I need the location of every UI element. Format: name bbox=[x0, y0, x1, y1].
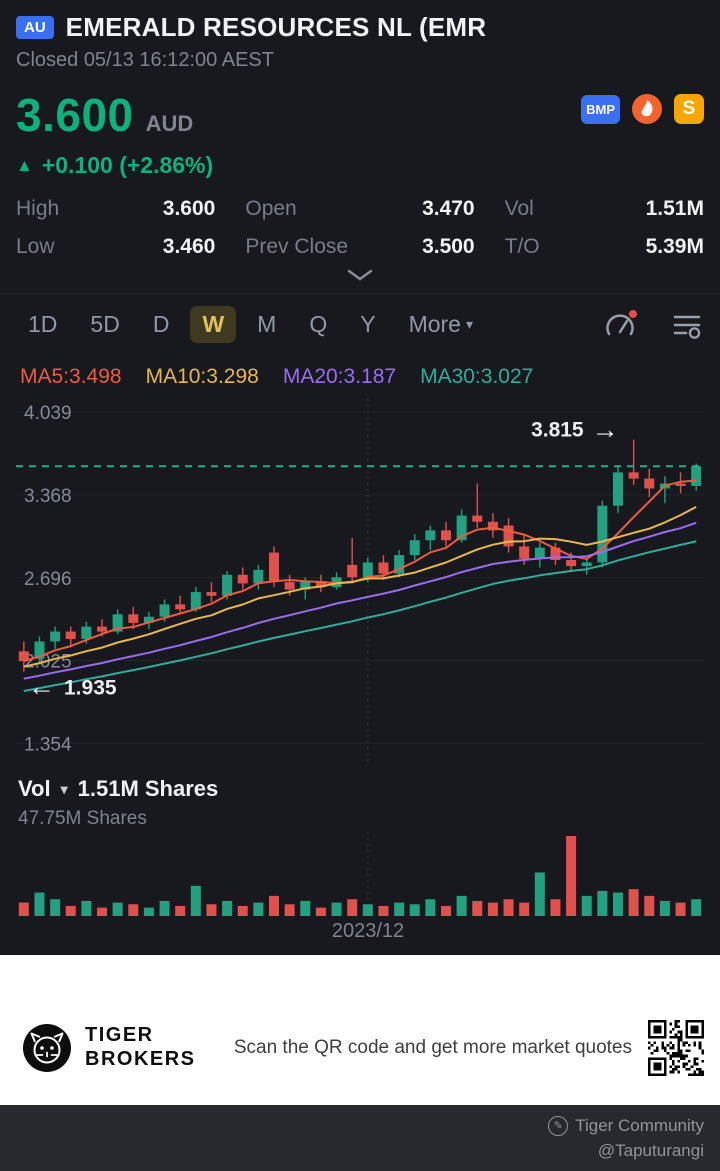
stock-title: EMERALD RESOURCES NL (EMR bbox=[65, 12, 487, 42]
tiger-logo-icon bbox=[23, 1024, 71, 1072]
watermark: ✎ Tiger Community @Taputurangi bbox=[0, 1105, 720, 1171]
svg-text:1.935: 1.935 bbox=[64, 677, 117, 700]
indicator-settings-icon[interactable] bbox=[670, 310, 704, 340]
market-badge: AU bbox=[16, 16, 54, 39]
scan-text: Scan the QR code and get more market quo… bbox=[233, 1037, 632, 1058]
stat-label: Prev Close bbox=[245, 235, 349, 258]
current-price: 3.600 bbox=[16, 89, 134, 141]
ma20-label: MA20:3.187 bbox=[282, 365, 397, 388]
svg-text:3.815: 3.815 bbox=[531, 419, 584, 442]
brand-name: TIGER BROKERS bbox=[85, 1024, 196, 1071]
svg-text:2.696: 2.696 bbox=[24, 569, 72, 590]
volume-title: Vol bbox=[18, 776, 51, 801]
qr-code bbox=[648, 1020, 704, 1076]
tab-q[interactable]: Q bbox=[309, 311, 328, 337]
shortable-badge[interactable]: S bbox=[674, 94, 704, 124]
watermark-row: ✎ Tiger Community bbox=[548, 1115, 704, 1136]
stat-value: 3.470 bbox=[422, 197, 475, 220]
bmp-badge[interactable]: BMP bbox=[581, 94, 620, 124]
header: AU EMERALD RESOURCES NL (EMR Closed 05/1… bbox=[0, 0, 720, 72]
tiger-brokers-brand: TIGER BROKERS bbox=[22, 1023, 196, 1073]
tab-icons bbox=[602, 309, 704, 341]
hot-icon[interactable] bbox=[632, 94, 662, 124]
svg-text:2.025: 2.025 bbox=[24, 652, 72, 673]
stat-low: Low 3.460 bbox=[16, 235, 215, 259]
x-axis-label: 2023/12 bbox=[331, 920, 405, 942]
stat-value: 1.51M bbox=[645, 197, 704, 220]
tab-d[interactable]: D bbox=[152, 311, 170, 337]
more-label: More bbox=[408, 311, 461, 337]
price-change-text: +0.100 (+2.86%) bbox=[41, 152, 214, 178]
svg-text:4.039: 4.039 bbox=[24, 403, 72, 424]
stat-value: 3.600 bbox=[162, 197, 216, 220]
svg-text:1.354: 1.354 bbox=[24, 734, 72, 755]
volume-value: 1.51M Shares bbox=[77, 776, 219, 801]
notification-dot bbox=[629, 309, 637, 318]
price-chart[interactable]: 4.039 3.368 2.696 2.025 1.354 3.815 → ← 1.935 bbox=[0, 393, 720, 768]
stat-label: T/O bbox=[504, 235, 540, 258]
gauge-icon[interactable] bbox=[602, 309, 638, 341]
stat-vol: Vol 1.51M bbox=[505, 197, 704, 221]
price-row: 3.600 AUD bbox=[16, 88, 704, 142]
tab-more[interactable]: More ▾ bbox=[397, 306, 485, 343]
volume-chart[interactable]: 2023/12 bbox=[0, 832, 720, 946]
volume-header[interactable]: Vol ▾ 1.51M Shares bbox=[0, 768, 720, 802]
stat-label: Low bbox=[16, 235, 55, 258]
stat-label: Open bbox=[245, 197, 297, 220]
tab-y[interactable]: Y bbox=[360, 311, 376, 337]
x-axis: 2023/12 bbox=[0, 916, 720, 946]
stat-value: 3.460 bbox=[162, 235, 216, 258]
ma30-label: MA30:3.027 bbox=[420, 365, 534, 388]
price-currency: AUD bbox=[145, 111, 194, 136]
tab-w[interactable]: W bbox=[190, 306, 237, 343]
stat-prev-close: Prev Close 3.500 bbox=[245, 235, 474, 259]
volume-max-label: 47.75M Shares bbox=[18, 808, 147, 829]
ma10-label: MA10:3.298 bbox=[145, 365, 259, 388]
quote-section: BMP S 3.600 AUD ▲ +0.100 (+2.86%) High 3.… bbox=[0, 72, 720, 285]
stat-turnover: T/O 5.39M bbox=[505, 235, 704, 259]
tab-5d[interactable]: 5D bbox=[90, 311, 120, 337]
quote-badges: BMP S bbox=[581, 94, 704, 124]
stat-label: High bbox=[16, 197, 60, 220]
quote-stats: High 3.600 Open 3.470 Vol 1.51M Low 3.460 Pr… bbox=[16, 197, 704, 259]
stat-label: Vol bbox=[504, 197, 534, 220]
price-change: ▲ +0.100 (+2.86%) bbox=[16, 152, 704, 179]
svg-text:→: → bbox=[592, 415, 619, 445]
stat-open: Open 3.470 bbox=[245, 197, 474, 221]
market-status: Closed 05/13 16:12:00 AEST bbox=[16, 49, 274, 71]
pen-icon: ✎ bbox=[548, 1115, 569, 1136]
footer-banner: TIGER BROKERS Scan the QR code and get m… bbox=[0, 955, 720, 1105]
ma-legend: MA5:3.498 MA10:3.298 MA20:3.187 MA30:3.0… bbox=[0, 353, 720, 393]
chevron-down-icon: ▾ bbox=[465, 316, 473, 332]
chevron-down-icon bbox=[347, 269, 373, 281]
chevron-down-icon: ▾ bbox=[60, 780, 68, 797]
stat-high: High 3.600 bbox=[16, 197, 215, 221]
timeframe-tabs: 1D 5D D W M Q Y More ▾ bbox=[0, 293, 720, 353]
svg-text:←: ← bbox=[28, 672, 55, 702]
brand-line-1: TIGER bbox=[85, 1024, 154, 1047]
watermark-user: @Taputurangi bbox=[597, 1140, 704, 1160]
stat-value: 5.39M bbox=[645, 235, 704, 258]
svg-text:3.368: 3.368 bbox=[24, 486, 72, 507]
stat-value: 3.500 bbox=[422, 235, 475, 258]
watermark-brand: Tiger Community bbox=[575, 1115, 704, 1135]
title-row: AU EMERALD RESOURCES NL (EMR bbox=[16, 12, 704, 43]
tab-1d[interactable]: 1D bbox=[28, 311, 58, 337]
tab-m[interactable]: M bbox=[257, 311, 277, 337]
up-arrow-icon: ▲ bbox=[16, 155, 33, 175]
brand-line-2: BROKERS bbox=[85, 1048, 196, 1070]
ma5-label: MA5:3.498 bbox=[20, 365, 122, 388]
expand-quote-button[interactable] bbox=[16, 259, 704, 285]
